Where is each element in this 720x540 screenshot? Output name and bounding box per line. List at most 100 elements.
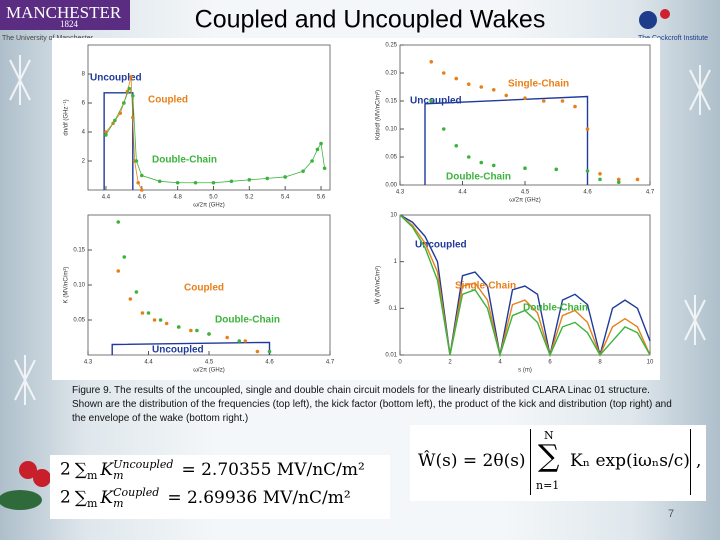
series-point (466, 82, 471, 86)
y-axis-label: Kdn/df (MV/nC/m²) (376, 90, 382, 140)
series-point (523, 166, 527, 170)
y-tick-label: 4 (82, 130, 86, 136)
series-point (441, 71, 446, 75)
wake-upper: N (544, 429, 554, 442)
x-tick-label: 2 (448, 360, 452, 366)
left-logo-year: 1824 (60, 19, 79, 29)
series-point (152, 318, 157, 322)
left-logo-name: MANCHESTER (6, 3, 122, 22)
series-line (399, 214, 651, 356)
series-point (134, 290, 139, 294)
right-logo-name: The Cockcroft Institute (638, 35, 708, 42)
formula-index: m (86, 468, 98, 482)
series-point (255, 349, 260, 354)
series-point (164, 321, 169, 326)
series-point (454, 144, 459, 148)
x-tick-label: 8 (598, 360, 602, 366)
series-label: Double-Chain (446, 172, 511, 183)
formula-coef: 2 (60, 487, 71, 508)
series-point (554, 167, 559, 172)
series-label: Uncoupled (415, 240, 467, 251)
x-tick-label: 4.6 (138, 195, 147, 201)
y-tick-label: 1 (394, 259, 398, 265)
x-tick-label: 4.4 (144, 360, 153, 366)
x-axis-label: ω/2π (GHz) (509, 198, 541, 204)
x-tick-label: 10 (647, 360, 654, 366)
formula-sub: m (113, 497, 124, 510)
wake-end: , (696, 451, 702, 471)
x-tick-label: 4.4 (458, 190, 467, 196)
formula-sum: ∑ (74, 459, 87, 480)
series-point (229, 179, 234, 184)
series-point (134, 159, 139, 163)
x-tick-label: 4.7 (646, 190, 655, 196)
formula-rhs: = 2.69936 MV/nC/m² (167, 487, 351, 508)
series-point (267, 349, 272, 354)
series-point (122, 101, 126, 105)
series-point (131, 93, 135, 98)
series-point (441, 127, 446, 131)
series-point (479, 160, 484, 165)
series-point (541, 99, 546, 103)
series-label: Uncoupled (90, 73, 142, 84)
series-label: Uncoupled (152, 345, 204, 356)
plot-frame (399, 214, 651, 356)
series-point (315, 147, 320, 152)
y-axis-label: dn/df (GHz⁻¹) (64, 99, 70, 135)
wake-sum: ∑ (538, 439, 560, 474)
y-axis-label: K (MV/nC/m²) (64, 267, 70, 304)
right-logo-dot (660, 9, 670, 19)
formula-index: m (86, 496, 98, 510)
series-point (573, 104, 577, 109)
formula-rhs: = 2.70355 MV/nC/m² (181, 459, 365, 480)
series-label: Double-Chain (215, 315, 280, 326)
snowflakes (9, 55, 711, 405)
series-label: Coupled (148, 95, 188, 106)
series-point (429, 60, 434, 64)
formula-scripts: Coupled m (113, 487, 159, 509)
series-line (103, 92, 134, 190)
series-point (319, 141, 323, 146)
series-point (140, 311, 145, 315)
series-point (225, 335, 229, 340)
series-point (265, 176, 270, 181)
series-line (399, 214, 651, 358)
formula-coef: 2 (60, 459, 71, 480)
x-tick-label: 4.6 (265, 360, 274, 366)
series-point (322, 166, 327, 171)
series-point (139, 188, 144, 192)
series-point (585, 127, 590, 131)
charts: 4.4 4.6 4.8 5.0 5.2 5.4 5.6 2 4 6 8 ω/2π (GHz) dn/df… (64, 43, 655, 374)
series-line (399, 214, 651, 358)
series-point (207, 332, 211, 336)
series-label: Double-Chain (152, 155, 217, 166)
caption: Figure 9. The results of the uncoupled, … (72, 385, 672, 424)
series-point (116, 269, 121, 273)
series-point (116, 220, 121, 224)
series-point (616, 180, 621, 184)
right-logo-mark (639, 11, 657, 29)
series-point (301, 169, 305, 173)
series-point (466, 155, 471, 159)
series-point (429, 99, 434, 103)
formula-scripts: Uncoupled m (113, 459, 173, 481)
series-point (454, 76, 459, 81)
series-point (491, 88, 496, 92)
series-point (504, 93, 509, 98)
series-point (122, 255, 127, 259)
y-tick-label: 0.20 (385, 71, 397, 77)
series-point (491, 163, 496, 168)
formula-symbol: K (100, 487, 114, 508)
formula-sup: Coupled (113, 486, 160, 499)
x-tick-label: 4.6 (583, 190, 592, 196)
x-tick-label: 4.3 (396, 190, 405, 196)
formula-sup: Uncoupled (113, 458, 174, 471)
x-tick-label: 5.2 (245, 195, 254, 201)
x-tick-label: 5.0 (209, 195, 218, 201)
y-tick-label: 0.01 (385, 353, 397, 359)
plot-frame (87, 44, 331, 191)
formula-sub: m (113, 469, 124, 482)
slide-title: Coupled and Uncoupled Wakes (195, 6, 546, 34)
x-tick-label: 4.3 (84, 360, 93, 366)
page-number: 7 (668, 508, 675, 520)
